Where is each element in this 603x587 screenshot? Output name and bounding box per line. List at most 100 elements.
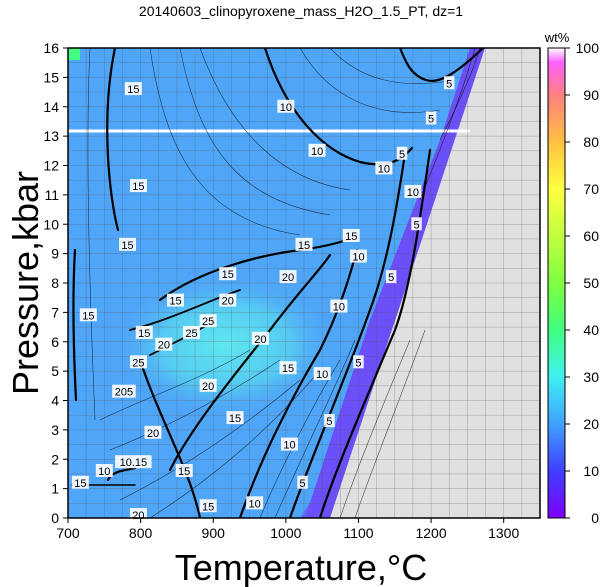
contour-label: 10: [404, 184, 422, 199]
contour-label-text: 20: [222, 296, 234, 308]
contour-label: 5: [324, 414, 335, 428]
y-tick-label: 16: [43, 40, 59, 56]
contour-label-text: 15: [127, 84, 139, 96]
x-axis-title: Temperature,°C: [175, 547, 428, 587]
contour-label-text: 15: [82, 310, 94, 322]
colorbar-tick-label: 70: [583, 181, 599, 197]
contour-label-text: 10: [283, 440, 295, 452]
contour-label-bg: [115, 455, 152, 469]
contour-label-text: 10: [280, 102, 292, 114]
contour-line: [318, 148, 432, 518]
contour-label-bg: [342, 229, 360, 242]
contour-line-minor: [149, 369, 321, 518]
colorbar-tick-label: 30: [583, 369, 599, 385]
contour-label-text: 10: [311, 146, 323, 158]
contour-label-bg: [425, 111, 437, 125]
contour-label-bg: [279, 270, 297, 284]
contour-label-bg: [330, 299, 348, 313]
contour-line: [138, 358, 202, 518]
contour-label: 10: [330, 299, 348, 314]
contour-line: [72, 248, 78, 402]
contour-label-bg: [155, 337, 173, 351]
contour-label: 20: [251, 331, 269, 346]
contour-label-bg: [166, 293, 184, 307]
x-tick-label: 1100: [343, 525, 373, 541]
colorbar-tick-label: 80: [583, 134, 599, 150]
contour-label: 15: [295, 237, 313, 252]
contour-line-minor: [109, 359, 281, 451]
contour-line: [106, 466, 137, 482]
contour-label-text: 15: [282, 363, 294, 375]
contour-label: 10: [277, 99, 295, 114]
contour-label-bg: [411, 217, 422, 231]
contour-label: 15: [219, 267, 237, 281]
contour-label: 15: [124, 82, 142, 96]
contour-label-text: 10: [378, 163, 390, 175]
contour-label-text: 10.15: [120, 457, 148, 469]
green-corner: [68, 48, 80, 60]
y-tick-label: 1: [51, 481, 59, 497]
contour-label-bg: [129, 179, 147, 193]
contour-label: 20: [155, 337, 173, 352]
y-tick-label: 12: [43, 158, 59, 174]
contour-label-text: 20: [132, 510, 144, 522]
contour-label: 10: [375, 161, 393, 175]
colorbar-tick-label: 0: [591, 510, 599, 526]
x-axis: 700 800 900 1000 1100 1200 1300: [56, 518, 519, 541]
contour-label-bg: [353, 355, 364, 369]
contour-label: 5: [385, 270, 397, 284]
colorbar-label: wt%: [544, 30, 570, 45]
chart-title: 20140603_clinopyroxene_mass_H2O_1.5_PT, …: [139, 3, 463, 19]
contour-label-text: 20: [147, 428, 159, 440]
contour-line-minor: [99, 349, 251, 421]
contour-label-bg: [280, 437, 298, 451]
contour-label-bg: [182, 325, 200, 339]
contour-label: 10: [349, 249, 367, 264]
colorbar-ticks: 0 10 20 30 40 50 60 70 80 90 100: [565, 40, 599, 526]
contour-label-text: 5: [388, 272, 394, 284]
contour-line-minor: [274, 339, 356, 518]
contour-label: 5: [353, 355, 364, 369]
y-tick-label: 13: [43, 128, 59, 144]
contour-label-bg: [279, 361, 297, 375]
contour-label-text: 20: [202, 381, 214, 393]
y-tick-label: 0: [51, 510, 59, 526]
contour-label-text: 20: [282, 272, 294, 284]
contour-label-bg: [404, 184, 422, 198]
contour-label-bg: [124, 82, 142, 96]
y-tick-label: 14: [43, 99, 59, 115]
x-tick-label: 1000: [270, 525, 301, 541]
contour-label-text: 20: [254, 334, 266, 346]
y-tick-label: 15: [43, 69, 59, 85]
y-tick-label: 9: [51, 246, 59, 262]
hotspot-field: [115, 275, 335, 415]
contour-label-bg: [396, 146, 408, 160]
contour-label-text: 15: [132, 181, 144, 193]
contour-label-bg: [144, 425, 162, 439]
contour-label-text: 5: [399, 149, 405, 161]
contour-label-text: 15: [121, 240, 133, 252]
y-axis-title: Pressure,kbar: [5, 171, 46, 395]
contour-label: 15: [342, 229, 360, 243]
colorbar-tick-label: 10: [583, 463, 599, 479]
contour-label-bg: [135, 325, 153, 339]
contour-label: 10: [308, 143, 326, 158]
contour-label: 5: [411, 217, 422, 231]
contour-line-minor: [199, 48, 351, 191]
contours: [71, 48, 485, 518]
contour-label: 5: [443, 76, 455, 90]
contour-label-bg: [443, 76, 455, 90]
contour-label-text: 205: [115, 387, 133, 399]
colorbar-tick-label: 100: [576, 40, 600, 56]
contour-label-bg: [251, 331, 269, 345]
contour-label-bg: [71, 475, 89, 489]
contour-label: 15: [226, 411, 244, 425]
contour-line-minor: [119, 379, 301, 501]
colorbar: [547, 47, 566, 519]
grid: [67, 47, 541, 519]
contour-label-text: 10: [352, 252, 364, 264]
contour-label-bg: [313, 367, 331, 381]
contour-line: [263, 48, 414, 166]
contour-label-bg: [219, 293, 237, 307]
contour-label-text: 5: [326, 416, 332, 428]
